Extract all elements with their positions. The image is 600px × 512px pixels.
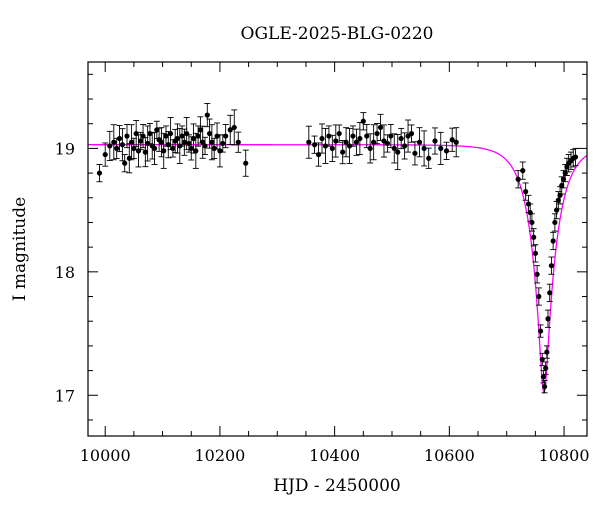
data-point [363, 124, 370, 149]
data-point [188, 136, 195, 161]
data-point [322, 127, 329, 164]
data-point [336, 124, 343, 143]
data-point [325, 125, 332, 147]
data-point [197, 116, 204, 144]
data-point [126, 143, 133, 174]
data-point [539, 352, 546, 367]
data-point [542, 361, 549, 375]
data-point [343, 127, 350, 158]
data-point [550, 231, 557, 251]
data-point [346, 127, 353, 164]
data-point [214, 122, 221, 150]
plot-frame [87, 61, 588, 437]
x-tick-label: 10800 [539, 446, 590, 465]
data-point [311, 135, 318, 154]
data-point [421, 130, 428, 167]
data-point [360, 112, 367, 131]
data-point [113, 137, 120, 159]
data-point [532, 244, 539, 263]
data-points [96, 103, 579, 394]
data-point [411, 141, 418, 166]
data-point [546, 283, 553, 302]
data-point [394, 134, 401, 171]
data-point [367, 133, 374, 164]
data-point [572, 147, 579, 167]
data-point [391, 133, 398, 164]
data-point [102, 142, 109, 167]
data-point [377, 113, 384, 141]
x-tick-label: 10200 [194, 446, 245, 465]
data-point [140, 124, 147, 149]
data-point [443, 141, 450, 160]
data-point [537, 324, 544, 338]
data-point [137, 131, 144, 151]
data-point [453, 127, 460, 158]
x-tick-label: 10600 [424, 446, 475, 465]
data-point [96, 163, 103, 183]
data-point [106, 130, 113, 161]
data-point [121, 154, 128, 173]
data-point [211, 137, 218, 159]
data-point [437, 131, 444, 165]
data-point [110, 124, 117, 161]
data-point [401, 132, 408, 160]
data-point [116, 124, 123, 153]
data-point [548, 256, 555, 275]
data-point [332, 124, 339, 158]
tick-labels: 10000 10200 10400 10600 10800 17 18 19 [55, 139, 590, 465]
data-point [235, 131, 242, 153]
data-point [208, 124, 215, 161]
data-point [231, 109, 238, 146]
data-point [222, 124, 229, 149]
data-point [349, 125, 356, 147]
data-point [216, 134, 223, 168]
data-point [199, 125, 206, 159]
data-point [204, 103, 211, 128]
data-point [370, 124, 377, 161]
data-point [408, 124, 415, 143]
y-tick-label: 18 [55, 263, 75, 282]
data-point [416, 127, 423, 158]
axis-ticks [88, 62, 587, 436]
data-point [242, 149, 249, 177]
chart-title: OGLE-2025-BLG-0220 [241, 24, 434, 44]
data-point [353, 128, 360, 156]
data-point [128, 124, 135, 161]
data-point [356, 122, 363, 156]
data-point [380, 124, 387, 158]
data-point [398, 127, 405, 150]
data-point [190, 123, 197, 154]
x-tick-label: 10400 [309, 446, 360, 465]
data-point [519, 161, 526, 180]
y-tick-label: 19 [55, 139, 75, 158]
data-point [329, 134, 336, 162]
data-point [425, 147, 432, 169]
data-point [305, 125, 312, 159]
data-point [167, 117, 174, 151]
data-point [432, 127, 439, 155]
data-point [535, 287, 542, 306]
data-point [181, 128, 188, 156]
data-point [544, 309, 551, 328]
data-point [530, 228, 537, 247]
data-point [227, 114, 234, 145]
data-point [374, 123, 381, 145]
model-curve [88, 144, 588, 395]
data-point [151, 131, 158, 165]
x-tick-label: 10000 [80, 446, 131, 465]
data-point [522, 182, 529, 201]
data-point [130, 137, 137, 159]
data-point [319, 123, 326, 154]
y-axis-label: I magnitude [10, 197, 30, 301]
data-point [534, 265, 541, 284]
x-axis-label: HJD - 2450000 [273, 476, 401, 496]
y-tick-label: 17 [55, 386, 75, 405]
data-point [384, 134, 391, 153]
data-point [449, 127, 456, 152]
data-point [202, 136, 209, 156]
data-point [543, 345, 550, 359]
data-point [541, 380, 548, 394]
